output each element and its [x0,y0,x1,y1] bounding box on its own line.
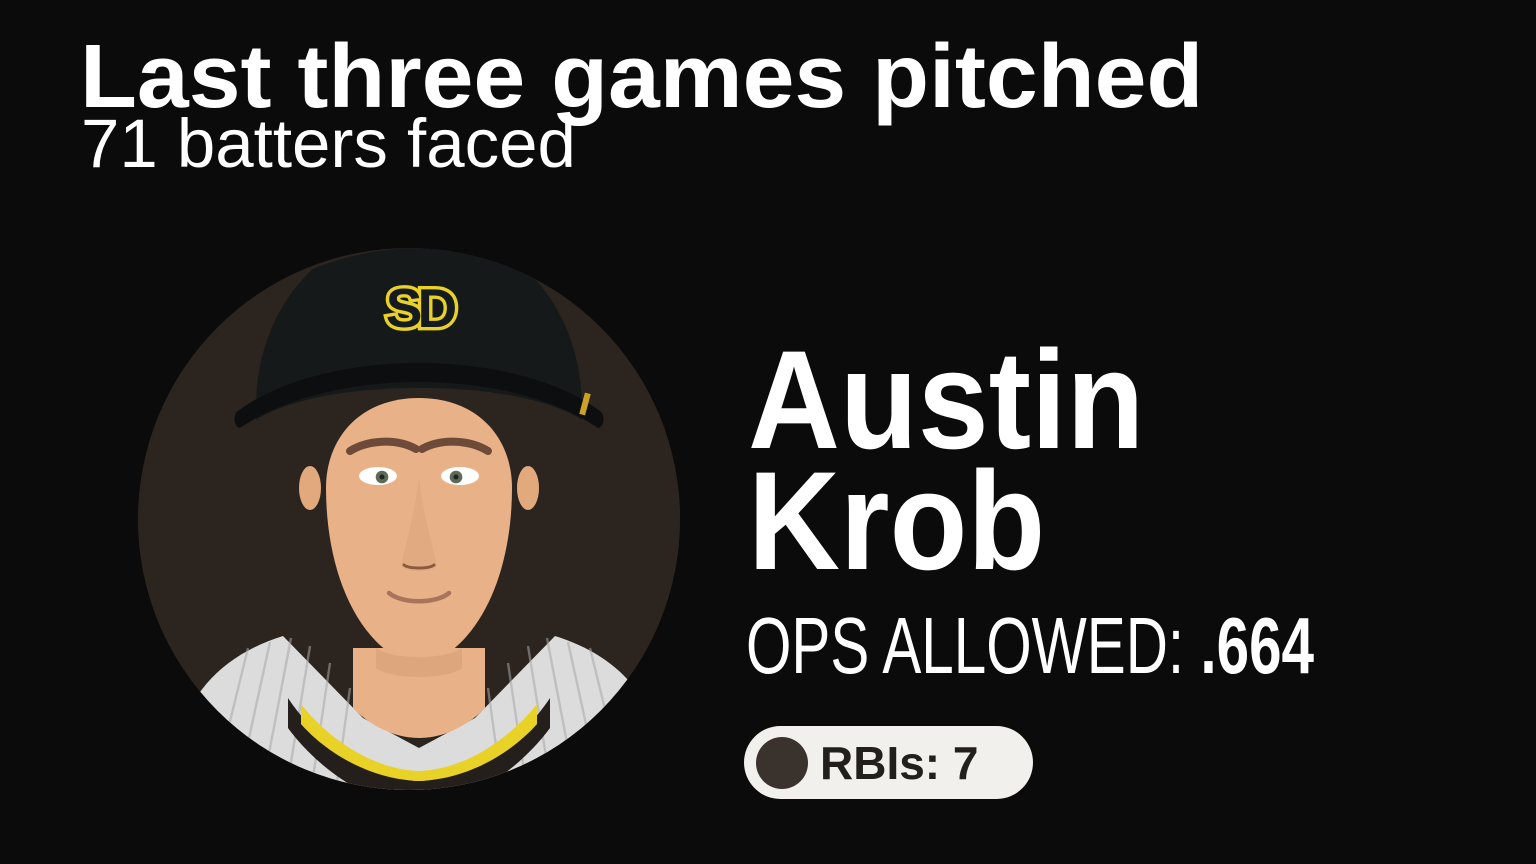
svg-text:SD: SD [386,277,456,339]
